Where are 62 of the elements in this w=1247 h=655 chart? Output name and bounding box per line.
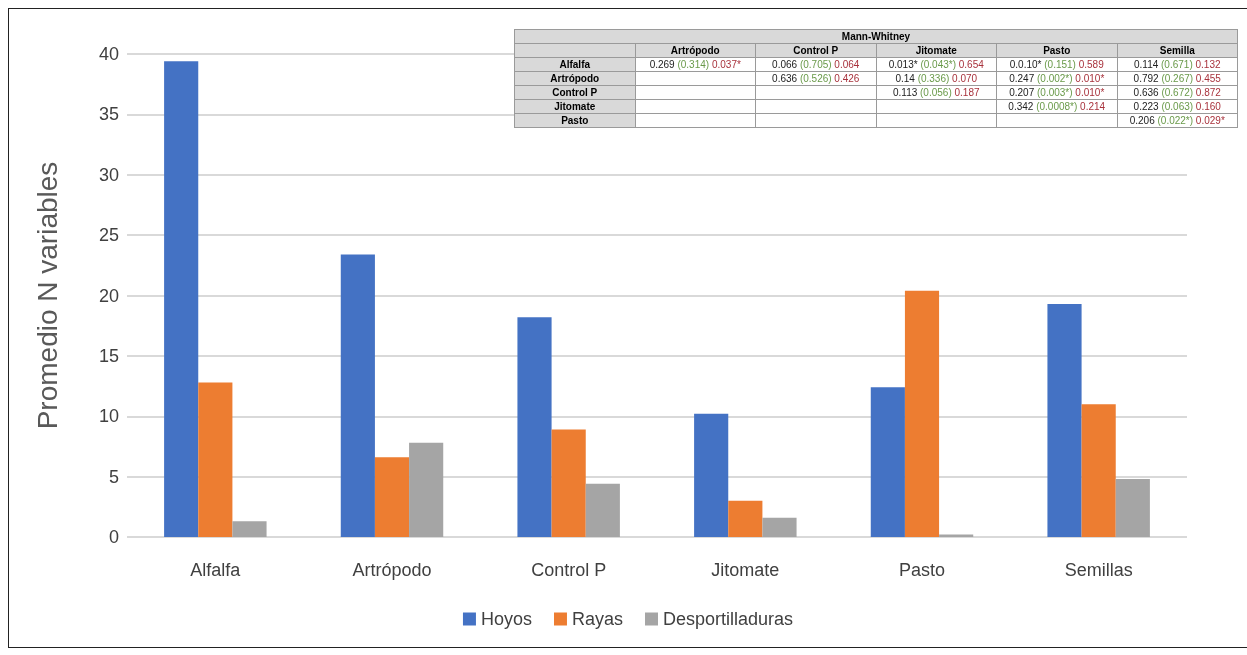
bar (585, 483, 620, 537)
annotation: Artrópodo (514, 71, 635, 86)
y-tick-label: 15 (98, 345, 119, 366)
annotation: 0.114 (0.671) 0.132 (1133, 59, 1221, 70)
y-tick-label: 5 (108, 466, 119, 487)
bar (870, 387, 905, 537)
bar (1081, 404, 1116, 537)
text: Mann-Whitney (841, 31, 911, 42)
bar (232, 521, 267, 537)
x-tick-label: Artrópodo (352, 560, 432, 580)
bar (904, 290, 940, 537)
x-tick-label: Semillas (1064, 560, 1133, 580)
annotation: Alfalfa (514, 57, 635, 72)
y-axis-title: Promedio N variables (31, 161, 63, 430)
x-tick-label: Control P (531, 560, 607, 580)
annotation: Pasto (996, 43, 1117, 58)
annotation: Pasto (514, 113, 635, 128)
annotation: Control P (755, 43, 876, 58)
y-tick-label: 30 (98, 164, 119, 185)
bar (340, 254, 375, 537)
y-tick-label: 10 (98, 406, 119, 427)
annotation: 0.0.10* (0.151) 0.589 (1009, 59, 1104, 70)
y-tick-label: 40 (98, 44, 119, 64)
bar (551, 429, 586, 537)
x-tick-label: Pasto (898, 560, 946, 580)
annotation: 0.342 (0.0008*) 0.214 (1008, 101, 1106, 112)
annotation: Control P (514, 85, 635, 100)
annotation: 0.013* (0.043*) 0.654 (888, 59, 984, 70)
bar (1047, 303, 1082, 537)
annotation: 0.113 (0.056) 0.187 (892, 87, 980, 98)
legend-label: Desportilladuras (662, 609, 794, 629)
bar (694, 413, 729, 537)
annotation: Artrópodo (635, 43, 756, 58)
annotation: 0.636 (0.672) 0.872 (1133, 87, 1221, 98)
bar (164, 61, 199, 537)
y-tick-label: 0 (108, 527, 119, 547)
bar (762, 517, 797, 537)
bar (517, 317, 552, 537)
bar (409, 442, 444, 537)
legend-label: Hoyos (480, 609, 532, 629)
annotation: 0.206 (0.022*) 0.029* (1129, 115, 1225, 126)
y-tick-label: 35 (98, 104, 119, 125)
bar (1115, 479, 1150, 537)
annotation: 0.269 (0.314) 0.037* (649, 59, 741, 70)
annotation: 0.792 (0.267) 0.455 (1133, 73, 1221, 84)
annotation: 0.223 (0.063) 0.160 (1133, 101, 1221, 112)
y-tick-label: 20 (98, 285, 119, 306)
annotation: Jitomate (876, 43, 997, 58)
y-tick-label: 25 (98, 225, 119, 246)
annotation: 0.14 (0.336) 0.070 (895, 73, 978, 84)
annotation: Jitomate (514, 99, 635, 114)
annotation: 0.247 (0.002*) 0.010* (1009, 73, 1105, 84)
bar (198, 382, 233, 537)
annotation: 0.207 (0.003*) 0.010* (1009, 87, 1105, 98)
annotation: Semilla (1117, 43, 1238, 58)
x-tick-label: Jitomate (711, 560, 780, 580)
bar (728, 500, 763, 537)
x-tick-label: Alfalfa (190, 560, 242, 580)
annotation: 0.636 (0.526) 0.426 (772, 73, 860, 84)
annotation: 0.066 (0.705) 0.064 (772, 59, 860, 70)
legend-label: Rayas (571, 609, 623, 629)
bar (374, 457, 410, 537)
